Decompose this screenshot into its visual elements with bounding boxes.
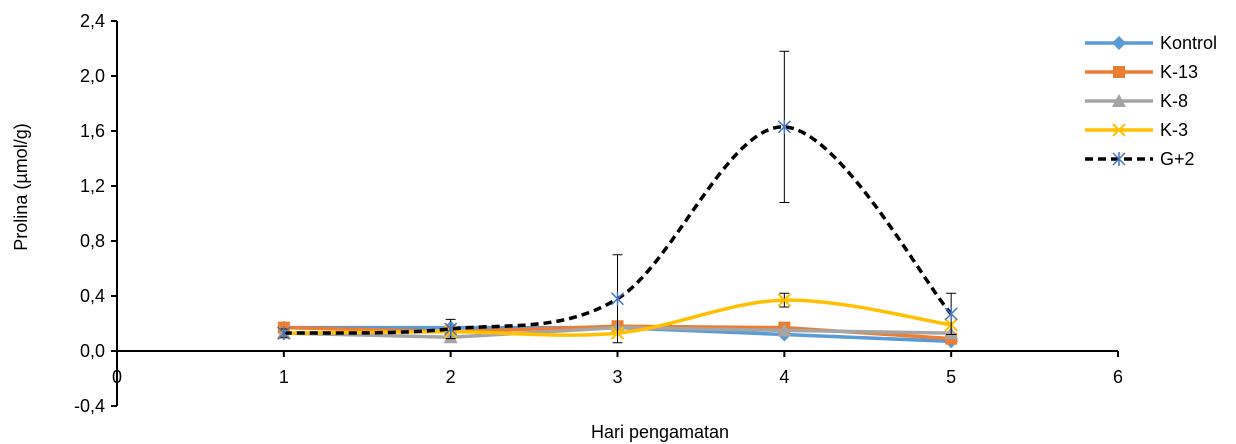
y-tick-label: 0,4	[80, 286, 105, 306]
marker-stroke	[777, 293, 792, 307]
legend-marker	[1112, 123, 1126, 137]
legend-marker	[1112, 94, 1126, 107]
legend-item-kontrol: Kontrol	[1085, 33, 1217, 53]
series-layer	[276, 50, 959, 349]
legend-label: K-13	[1160, 62, 1198, 82]
x-tick-label: 2	[446, 367, 456, 387]
legend-marker	[1113, 66, 1125, 78]
y-tick-label: 0,0	[80, 341, 105, 361]
y-tick-label: 2,0	[80, 66, 105, 86]
y-axis-title: Prolina (µmol/g)	[11, 123, 31, 250]
legend-label: G+2	[1160, 149, 1195, 169]
legend-marker	[1112, 152, 1126, 166]
x-tick-label: 6	[1113, 367, 1123, 387]
data-point-g-2	[610, 291, 625, 306]
data-point-g-2	[444, 322, 458, 336]
data-point-g-2	[277, 326, 291, 341]
legend-item-k-8: K-8	[1085, 91, 1188, 111]
legend-label: Kontrol	[1160, 33, 1217, 53]
axes	[116, 21, 1118, 406]
x-axis-title: Hari pengamatan	[591, 422, 729, 442]
legend-label: K-3	[1160, 120, 1188, 140]
marker-stroke	[1112, 123, 1126, 137]
x-tick-label: 1	[279, 367, 289, 387]
legend-item-g-2: G+2	[1085, 149, 1195, 169]
x-tick-label: 0	[112, 367, 122, 387]
y-tick-label: 2,4	[80, 11, 105, 31]
y-tick-label: 1,6	[80, 121, 105, 141]
data-point-k-8	[777, 323, 792, 337]
data-point-k-3	[777, 293, 792, 307]
y-tick-label: -0,4	[74, 396, 105, 416]
data-point-g-2	[944, 306, 958, 321]
legend: Kontrol K-13 K-8 K-3 G+2	[1085, 33, 1217, 169]
legend-label: K-8	[1160, 91, 1188, 111]
x-tick-label: 4	[779, 367, 789, 387]
y-tick-labels: -0,4 0,0 0,4 0,8 1,2 1,6 2,0 2,4	[74, 11, 117, 416]
y-tick-label: 0,8	[80, 231, 105, 251]
x-tick-label: 5	[946, 367, 956, 387]
y-tick-label: 1,2	[80, 176, 105, 196]
legend-item-k-13: K-13	[1085, 62, 1198, 82]
legend-item-k-3: K-3	[1085, 120, 1188, 140]
x-tick-labels: 0 1 2 3 4 5 6	[112, 351, 1123, 387]
series-g-2	[277, 50, 958, 344]
x-tick-label: 3	[612, 367, 622, 387]
legend-marker	[1112, 36, 1126, 50]
series-line-g-2	[283, 125, 953, 335]
data-point-g-2	[777, 119, 791, 134]
